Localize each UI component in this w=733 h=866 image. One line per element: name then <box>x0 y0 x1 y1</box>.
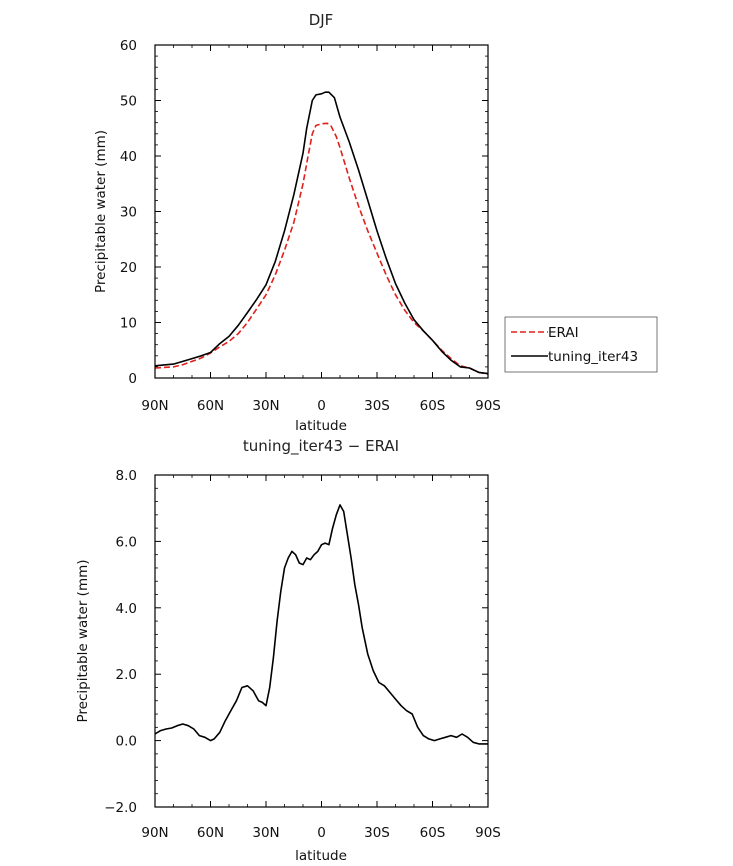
y-tick-label: 8.0 <box>116 468 137 484</box>
chart-title-djf: DJF <box>309 11 334 29</box>
x-tick-label: 30S <box>364 825 390 841</box>
x-axis-label-top: latitude <box>295 418 347 434</box>
y-tick-label: 20 <box>120 260 137 276</box>
y-tick-label: 30 <box>120 205 137 221</box>
x-tick-label: 0 <box>317 825 326 841</box>
chart-title-difference: tuning_iter43 − ERAI <box>243 437 399 456</box>
x-tick-label: 60S <box>420 398 446 414</box>
x-axis-ticks-bottom: 90N 60N 30N 0 30S 60S 90S <box>141 475 501 841</box>
x-tick-label: 90S <box>475 398 501 414</box>
series-lines-top <box>154 91 489 375</box>
x-tick-label: 0 <box>317 398 326 414</box>
y-tick-label: 0.0 <box>116 734 137 750</box>
x-tick-label: 90S <box>475 825 501 841</box>
series-line-erai <box>154 122 489 375</box>
legend-box <box>504 316 658 373</box>
x-tick-label: 60N <box>197 825 224 841</box>
plot-frame-bottom <box>154 474 489 808</box>
series-line-tuning-iter43 <box>154 91 489 375</box>
x-tick-label: 30N <box>252 825 279 841</box>
y-axis-label-bottom: Precipitable water (mm) <box>75 559 91 722</box>
y-tick-label: 40 <box>120 149 137 165</box>
y-tick-label: 10 <box>120 316 137 332</box>
x-tick-label: 30N <box>252 398 279 414</box>
y-axis-label-top: Precipitable water (mm) <box>93 130 109 293</box>
y-tick-label: 60 <box>120 38 137 54</box>
x-tick-label: 60S <box>420 825 446 841</box>
precipitable-water-djf-panel: DJF 0 10 20 30 40 50 60 90N 60N 30N 0 30S 60S 90S Pr… <box>93 11 501 434</box>
y-tick-label: 0 <box>128 371 137 387</box>
legend-label-tuning-iter43: tuning_iter43 <box>548 349 638 365</box>
y-tick-label: 2.0 <box>116 667 137 683</box>
y-tick-label: 6.0 <box>116 534 137 550</box>
legend: ERAI tuning_iter43 <box>504 316 658 373</box>
legend-label-erai: ERAI <box>548 325 579 341</box>
x-tick-label: 90N <box>141 825 168 841</box>
precipitable-water-difference-panel: tuning_iter43 − ERAI −2.0 0.0 2.0 4.0 6.0 8.0… <box>75 437 501 864</box>
x-tick-label: 30S <box>364 398 390 414</box>
plot-frame-top <box>154 44 489 379</box>
y-axis-ticks-bottom: −2.0 0.0 2.0 4.0 6.0 8.0 <box>104 468 488 816</box>
series-lines-bottom <box>154 504 488 745</box>
x-tick-label: 90N <box>141 398 168 414</box>
x-axis-label-bottom: latitude <box>295 848 347 864</box>
series-line-difference <box>154 504 488 745</box>
x-axis-ticks-top: 90N 60N 30N 0 30S 60S 90S <box>141 45 501 414</box>
y-tick-label: 50 <box>120 94 137 110</box>
y-axis-ticks-top: 0 10 20 30 40 50 60 <box>120 38 488 387</box>
y-tick-label: −2.0 <box>104 800 137 816</box>
x-tick-label: 60N <box>197 398 224 414</box>
y-tick-label: 4.0 <box>116 601 137 617</box>
